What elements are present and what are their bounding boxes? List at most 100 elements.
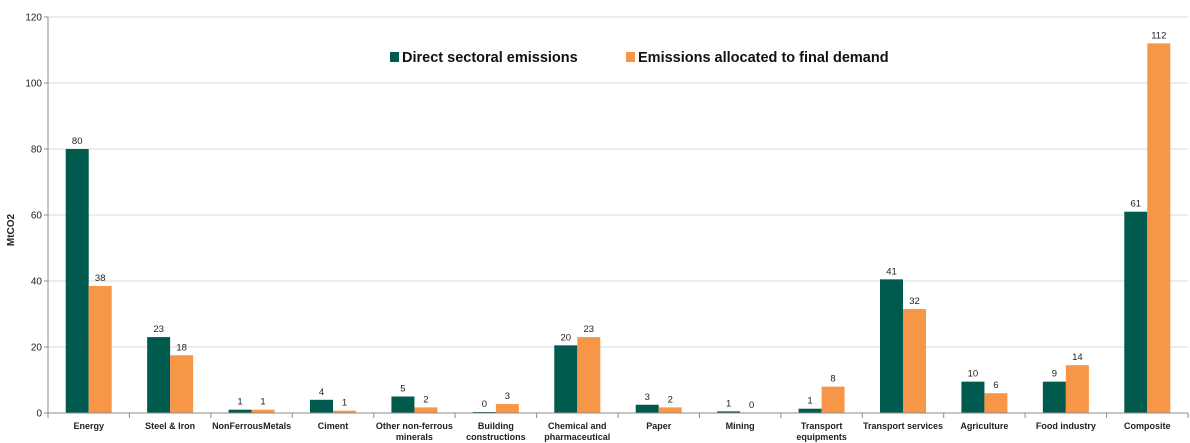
legend-swatch <box>390 52 399 62</box>
bar-allocated-emissions <box>1065 365 1089 413</box>
bar-direct-emissions <box>65 149 89 413</box>
data-label: 1 <box>726 398 731 409</box>
bar-direct-emissions <box>310 399 333 413</box>
x-category-label: Mining <box>726 421 755 431</box>
x-category-label-line: Ciment <box>318 421 349 431</box>
bar-direct-emissions <box>961 381 985 413</box>
bar-allocated-emissions <box>984 393 1008 413</box>
legend: Direct sectoral emissions Emissions alloc… <box>390 50 889 66</box>
data-label: 0 <box>482 399 487 410</box>
data-label: 112 <box>1151 30 1166 41</box>
y-tick-label: 120 <box>25 13 42 24</box>
y-axis: 0 20 40 60 80 100 120 <box>25 13 49 420</box>
x-category-label-line: Mining <box>726 421 755 431</box>
data-label: 1 <box>807 396 812 407</box>
x-axis: Energy Steel & Iron NonFerrousMetals Ciment… <box>47 412 1189 442</box>
y-tick-label: 60 <box>31 211 43 222</box>
bar-direct-emissions <box>1124 211 1148 413</box>
x-category-label: Other non-ferrous minerals <box>376 421 453 442</box>
y-tick-label: 40 <box>31 277 43 288</box>
data-label: 3 <box>645 392 650 403</box>
y-axis-title: MtCO2 <box>6 213 17 246</box>
bar-direct-emissions <box>635 404 659 413</box>
data-label: 41 <box>886 266 897 277</box>
bar-allocated-emissions <box>903 309 926 413</box>
bar-direct-emissions <box>391 396 415 413</box>
x-category-label-line: Other non-ferrous <box>376 421 453 431</box>
data-label: 2 <box>668 394 673 405</box>
bar-allocated-emissions <box>1147 43 1171 414</box>
x-category-label: Chemical and pharmaceutical <box>544 421 610 442</box>
bar-direct-emissions <box>798 408 822 413</box>
bar-direct-emissions <box>1042 381 1066 413</box>
gridlines <box>48 16 1188 348</box>
x-category-label-line: Transport services <box>863 421 943 431</box>
y-tick-label: 0 <box>36 409 42 420</box>
bar-direct-emissions <box>880 279 903 413</box>
x-category-label-line: pharmaceutical <box>544 432 610 442</box>
x-category-label-line: Steel & Iron <box>145 421 195 431</box>
data-label: 10 <box>968 369 979 380</box>
data-label: 4 <box>319 387 324 398</box>
data-label: 20 <box>560 332 571 343</box>
x-category-label-line: Energy <box>73 421 104 431</box>
x-category-label: Paper <box>646 421 672 431</box>
y-tick-label: 80 <box>31 145 43 156</box>
data-label: 0 <box>749 400 754 411</box>
data-label: 1 <box>260 397 265 408</box>
x-category-label: Ciment <box>318 421 349 431</box>
bar-allocated-emissions <box>414 407 438 413</box>
y-tick-label: 100 <box>25 79 42 90</box>
bar-direct-emissions <box>717 411 741 413</box>
x-category-label-line: Chemical and <box>548 421 607 431</box>
data-label: 6 <box>993 380 998 391</box>
x-category-label-line: equipments <box>796 432 847 442</box>
data-label: 14 <box>1072 352 1083 363</box>
data-label: 23 <box>153 324 164 335</box>
data-label: 3 <box>505 391 510 402</box>
data-label: 32 <box>909 296 920 307</box>
data-label: 5 <box>400 384 405 395</box>
bar-allocated-emissions <box>577 337 601 413</box>
data-label: 80 <box>72 136 83 147</box>
bar-direct-emissions <box>554 345 578 413</box>
data-label: 1 <box>237 397 242 408</box>
x-category-label: Building constructions <box>466 421 526 442</box>
data-label: 8 <box>830 374 835 385</box>
bar-direct-emissions <box>228 409 252 413</box>
x-category-label: Transport equipments <box>796 421 847 442</box>
x-category-label-line: Composite <box>1124 421 1171 431</box>
x-category-label-line: minerals <box>396 432 433 442</box>
x-category-label: Steel & Iron <box>145 421 195 431</box>
x-category-label-line: NonFerrousMetals <box>212 421 291 431</box>
data-label: 9 <box>1052 369 1057 380</box>
bar-allocated-emissions <box>658 407 682 413</box>
legend-swatch <box>626 52 635 62</box>
bar-allocated-emissions <box>495 404 519 413</box>
x-category-label-line: constructions <box>466 432 526 442</box>
x-category-label: Energy <box>73 421 104 431</box>
data-label: 1 <box>342 398 347 409</box>
bar-allocated-emissions <box>251 409 275 413</box>
data-label: 2 <box>423 394 428 405</box>
data-label: 23 <box>583 324 594 335</box>
data-label: 61 <box>1130 199 1141 210</box>
data-label: 38 <box>95 273 106 284</box>
x-category-label-line: Food industry <box>1036 421 1096 431</box>
x-category-label-line: Transport <box>801 421 843 431</box>
x-category-label: NonFerrousMetals <box>212 421 291 431</box>
x-category-label-line: Agriculture <box>960 421 1008 431</box>
bar-allocated-emissions <box>333 410 356 413</box>
data-label: 18 <box>176 342 187 353</box>
x-category-label: Transport services <box>863 421 943 431</box>
bar-direct-emissions <box>147 337 171 413</box>
legend-label: Direct sectoral emissions <box>402 50 578 66</box>
x-category-label: Food industry <box>1036 421 1096 431</box>
bar-allocated-emissions <box>170 355 194 413</box>
bar-allocated-emissions <box>821 386 845 413</box>
x-category-label: Agriculture <box>960 421 1008 431</box>
x-category-label-line: Paper <box>646 421 672 431</box>
x-category-label-line: Building <box>478 421 514 431</box>
x-category-label: Composite <box>1124 421 1171 431</box>
